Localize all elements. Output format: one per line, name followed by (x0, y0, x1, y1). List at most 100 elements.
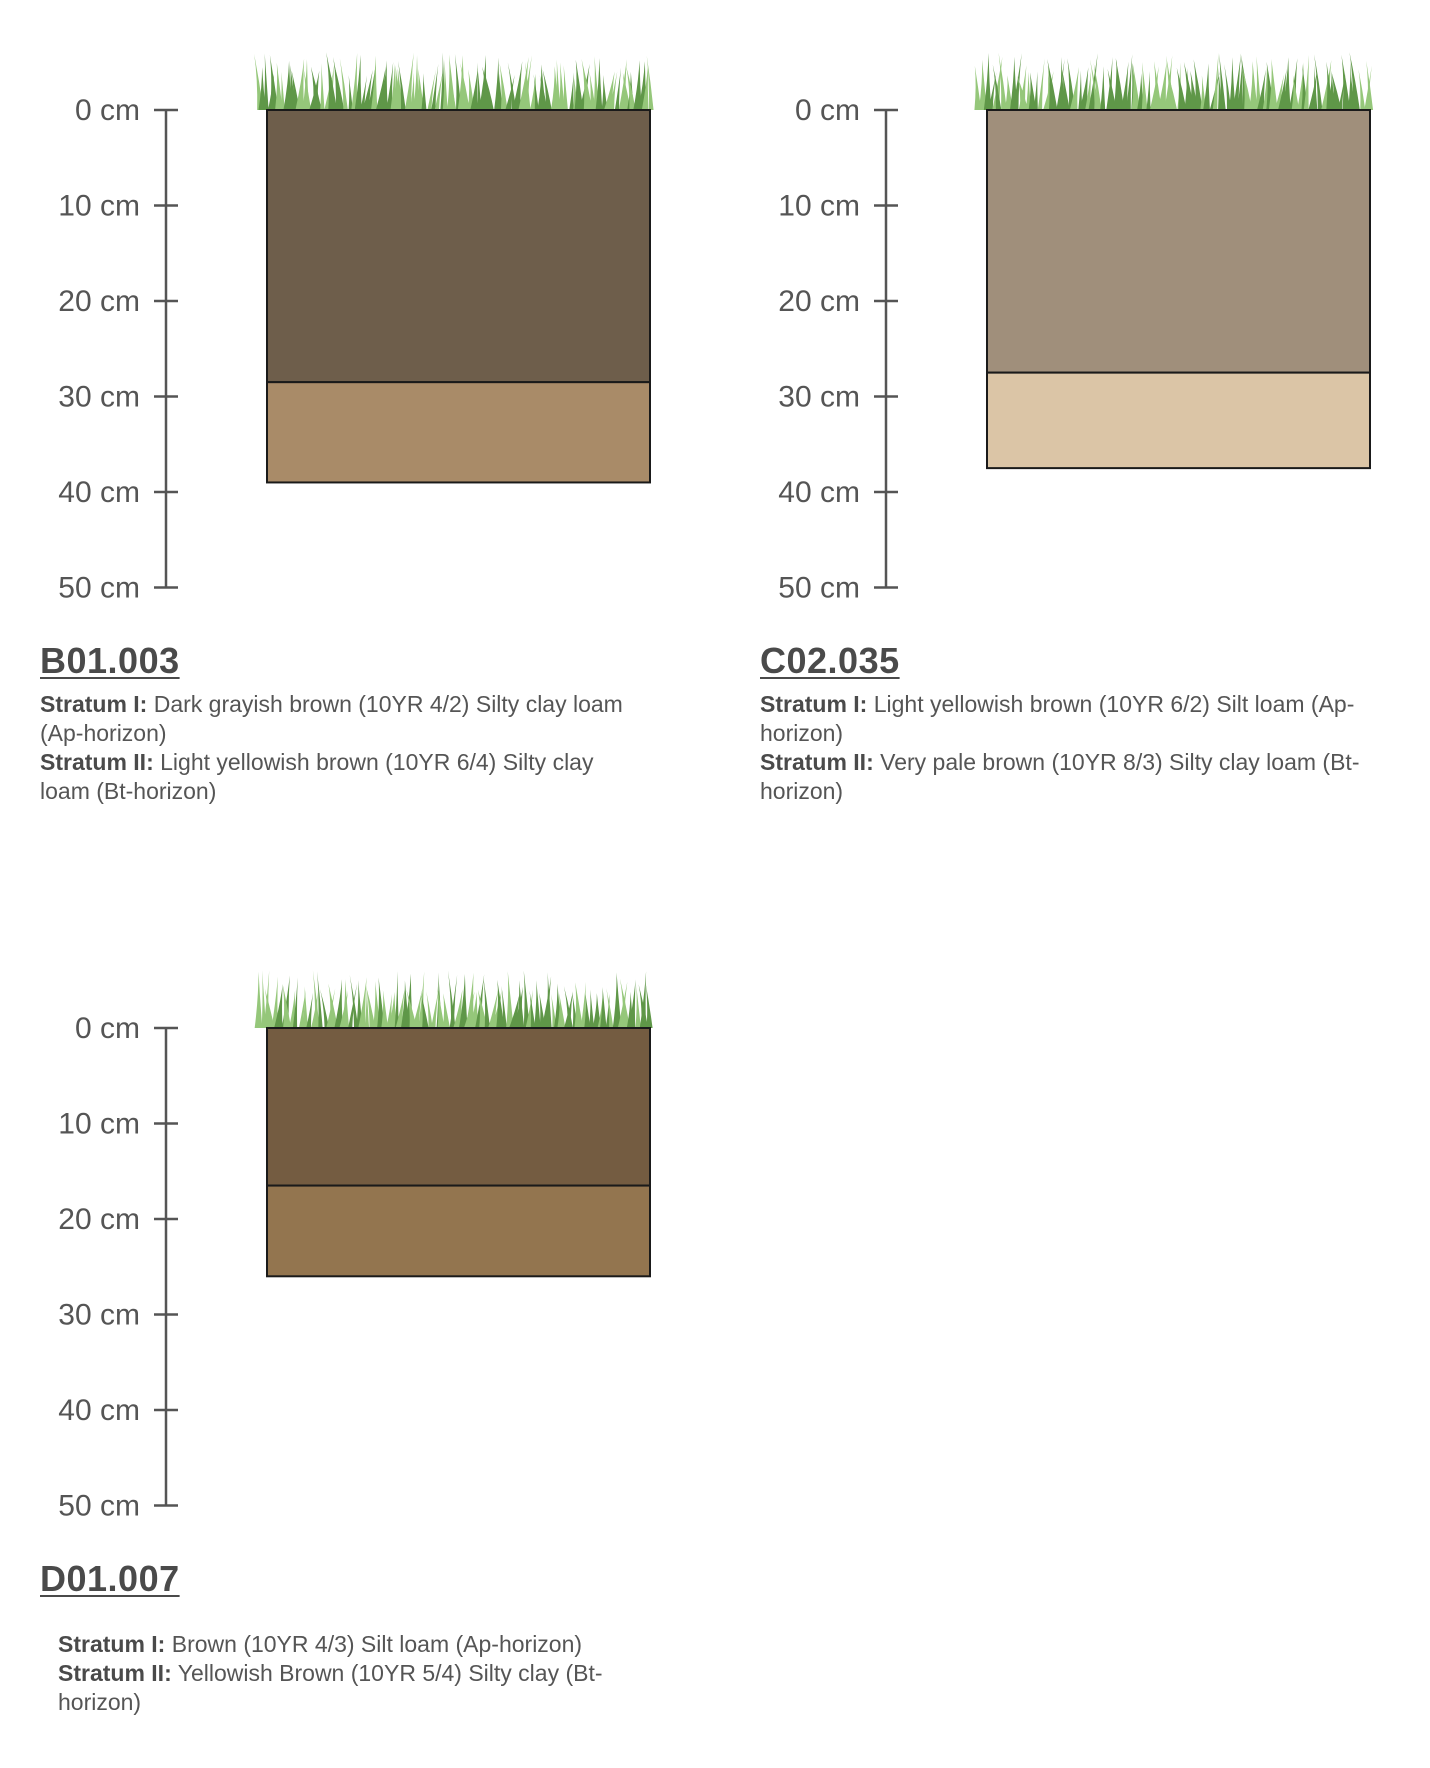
grass-blade (534, 980, 541, 1028)
stratum-label: Stratum II: (58, 1660, 172, 1686)
grass-blade (415, 68, 425, 110)
grass-blade (988, 72, 997, 110)
grass-blade (558, 62, 565, 110)
grass-blade (303, 68, 312, 110)
stratum-label: Stratum I: (58, 1631, 166, 1657)
grass-blade (1028, 72, 1037, 110)
grass-blade (306, 992, 314, 1028)
grass-blade (409, 72, 415, 110)
grass-blade (421, 73, 427, 110)
grass-blade (609, 71, 618, 110)
grass-blade (512, 61, 523, 110)
grass-blade (360, 75, 368, 110)
grass-blade (275, 62, 283, 110)
grass-blade (434, 67, 444, 110)
tick-label: 50 cm (58, 1490, 140, 1523)
tick-label: 50 cm (778, 572, 860, 605)
stratum-label: Stratum II: (40, 749, 154, 775)
grass-blade (398, 60, 406, 110)
grass-blade (574, 982, 583, 1028)
tick-label: 30 cm (58, 1299, 140, 1332)
grass-blade (1314, 54, 1323, 110)
grass-blade (645, 983, 653, 1028)
tick-label: 10 cm (58, 190, 140, 223)
grass-blade (312, 970, 320, 1028)
grass-blade (1341, 54, 1351, 110)
grass-blade (542, 69, 552, 110)
grass-blade (626, 65, 636, 110)
stratum-1-description: Stratum I: Dark grayish brown (10YR 4/2)… (40, 690, 640, 748)
grass-blade (617, 981, 628, 1028)
stratum-1-description: Stratum I: Brown (10YR 4/3) Silt loam (A… (58, 1630, 640, 1659)
grass-blade (1125, 54, 1133, 110)
grass-blade (477, 62, 482, 110)
grass-blade (497, 73, 503, 110)
grass-blade (581, 58, 593, 110)
grass-blade (1069, 66, 1079, 110)
grass-blade (292, 977, 298, 1028)
stratum-1-layer (986, 109, 1371, 374)
grass-blade (1107, 68, 1117, 110)
tick-label: 10 cm (778, 190, 860, 223)
grass-blade (349, 974, 359, 1028)
grass-blade (437, 985, 445, 1028)
grass-blade (263, 53, 269, 110)
grass-blade (563, 985, 573, 1028)
grass-blade (563, 65, 568, 110)
stratum-1-description: Stratum I: Light yellowish brown (10YR 6… (760, 690, 1360, 748)
grass-blade (1242, 66, 1253, 110)
grass-blade (584, 993, 591, 1028)
soil-profile-B01.003: 0 cm 10 cm 20 cm 30 cm 40 cm 50 cm B01.003 Stra… (0, 0, 700, 804)
grass-blade (525, 62, 531, 110)
grass-blade (328, 983, 338, 1028)
grass-blade (592, 993, 602, 1028)
grass-blade (430, 986, 440, 1028)
tick-label: 0 cm (795, 94, 860, 127)
grass-blade (412, 988, 423, 1028)
grass-blade (426, 991, 433, 1028)
grass-blade (449, 75, 457, 110)
stratum-text: Brown (10YR 4/3) Silt loam (Ap-horizon) (171, 1631, 583, 1657)
grass-blade (310, 66, 322, 110)
grass-blade (1141, 62, 1148, 110)
grass-blade (470, 67, 478, 110)
stratum-text: Very pale brown (10YR 8/3) Silty clay lo… (760, 749, 1360, 804)
stratum-1-layer (266, 109, 651, 384)
grass-blade (1093, 62, 1102, 110)
grass-blade (506, 971, 514, 1028)
grass-blade (379, 60, 388, 110)
grass-blade (1115, 57, 1125, 110)
grass-blade (261, 970, 266, 1028)
grass-blade (1219, 53, 1226, 110)
stratum-2-description: Stratum II: Very pale brown (10YR 8/3) S… (760, 748, 1360, 806)
grass-blade (496, 979, 505, 1028)
stratum-1-layer (266, 1027, 651, 1187)
grass-blade (420, 992, 429, 1028)
grass-blade (488, 988, 499, 1028)
soil-profile-C02.035: 0 cm 10 cm 20 cm 30 cm 40 cm 50 cm C02.035 Stra… (720, 0, 1420, 804)
grass-blade (271, 976, 278, 1028)
grass-blade (280, 71, 285, 110)
grass-blade (334, 979, 343, 1028)
grass-blade (342, 979, 350, 1028)
grass-blade (274, 984, 283, 1028)
grass-blade (453, 989, 463, 1028)
grass-blade (447, 970, 456, 1028)
grass-blade (1037, 58, 1045, 110)
grass-blade (600, 986, 607, 1028)
grass-blade (442, 993, 450, 1028)
profile-diagram: 0 cm 10 cm 20 cm 30 cm 40 cm 50 cm (58, 970, 653, 1523)
grass-blade (641, 65, 649, 110)
grass (254, 52, 654, 110)
grass-blade (983, 53, 992, 110)
grass-blade (546, 972, 552, 1028)
grass-blade (1312, 65, 1318, 110)
grass-blade (557, 993, 566, 1028)
grass-blade (529, 990, 536, 1028)
grass-blade (295, 58, 305, 110)
grass-blade (633, 60, 642, 110)
grass-blade (1212, 52, 1219, 110)
grass-blade (638, 984, 649, 1028)
grass-blade (442, 59, 448, 110)
grass-blade (1232, 52, 1242, 110)
